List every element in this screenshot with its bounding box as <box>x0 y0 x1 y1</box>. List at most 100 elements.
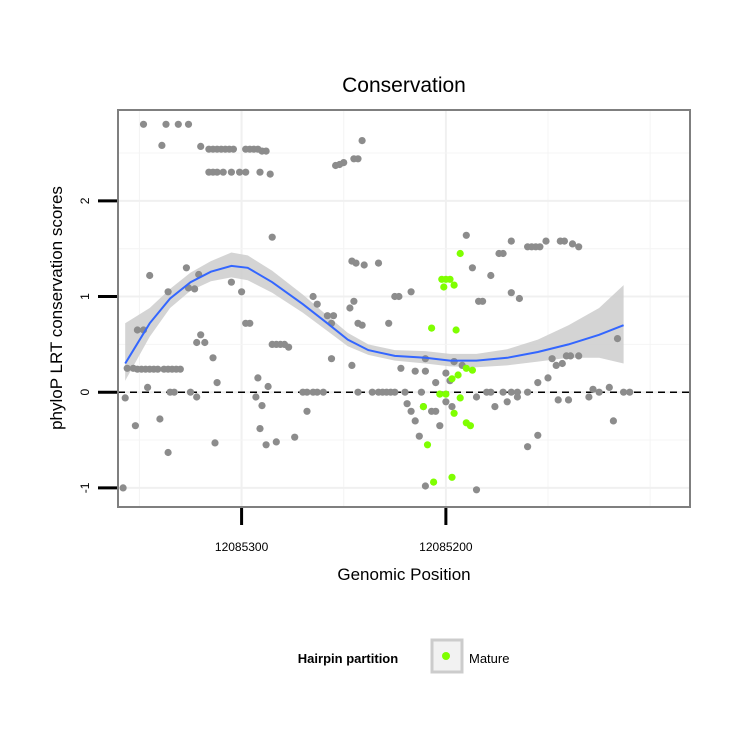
data-point <box>397 364 405 372</box>
data-point <box>503 398 511 406</box>
data-point <box>411 367 419 375</box>
data-point <box>354 388 362 396</box>
data-point <box>236 168 244 176</box>
data-point <box>193 393 201 401</box>
data-point <box>323 312 331 320</box>
data-point <box>544 374 552 382</box>
data-point <box>219 168 227 176</box>
data-point <box>258 402 266 410</box>
data-point <box>513 393 522 401</box>
data-point <box>391 388 399 396</box>
data-point <box>213 168 221 176</box>
data-point <box>442 369 450 377</box>
data-point <box>605 383 613 391</box>
data-point <box>507 237 515 245</box>
data-point <box>211 439 219 447</box>
data-point <box>309 292 317 301</box>
mature-point <box>456 249 464 258</box>
data-point <box>421 367 429 375</box>
data-point <box>575 243 583 251</box>
data-point <box>374 259 383 267</box>
mature-point <box>428 324 436 332</box>
data-point <box>123 364 131 372</box>
data-point <box>411 417 419 425</box>
data-point <box>174 120 182 128</box>
data-point <box>201 338 209 347</box>
data-point <box>238 288 246 296</box>
data-point <box>554 396 562 404</box>
data-point <box>499 249 507 258</box>
mature-point <box>446 275 454 283</box>
data-point <box>176 365 184 373</box>
x-axis: 12085300 12085200 <box>215 508 473 554</box>
data-point <box>144 383 152 391</box>
data-point <box>139 120 148 128</box>
data-point <box>595 388 603 396</box>
plot-border <box>117 109 691 508</box>
data-point <box>182 264 190 272</box>
data-point <box>415 432 423 440</box>
data-point <box>246 319 254 327</box>
data-point <box>313 388 321 396</box>
confidence-band-area <box>125 252 624 381</box>
data-point <box>262 147 270 155</box>
data-point <box>436 422 444 430</box>
y-tick-label: -1 <box>78 482 92 493</box>
data-point <box>146 271 154 280</box>
data-point <box>209 354 217 362</box>
data-point <box>254 374 262 382</box>
mature-point <box>450 409 458 417</box>
data-point <box>348 361 356 369</box>
data-point <box>360 261 368 269</box>
loess-smooth-line <box>124 264 624 365</box>
data-point <box>585 393 593 401</box>
mature-point <box>448 473 456 481</box>
data-point <box>252 393 260 401</box>
data-points <box>119 120 634 494</box>
data-point <box>272 438 280 446</box>
data-point <box>507 388 515 396</box>
y-tick-label: 0 <box>78 389 92 396</box>
mature-point <box>454 371 462 379</box>
data-point <box>421 482 429 490</box>
data-point <box>407 407 415 415</box>
data-point <box>119 484 127 492</box>
data-point <box>566 352 575 360</box>
legend-key <box>430 638 464 674</box>
mature-point <box>456 394 464 402</box>
legend: Hairpin partition Mature <box>298 638 509 674</box>
data-point <box>186 388 195 396</box>
data-point <box>548 355 556 363</box>
data-point <box>170 388 178 396</box>
data-point <box>432 379 440 387</box>
data-point <box>154 365 162 373</box>
data-point <box>131 422 139 430</box>
data-point <box>417 388 425 396</box>
data-point <box>560 237 569 245</box>
chart-title: Conservation <box>342 74 466 97</box>
y-axis: -1 0 1 2 <box>78 197 117 493</box>
data-point <box>133 326 141 334</box>
data-point <box>229 145 237 153</box>
data-point <box>575 352 583 360</box>
data-point <box>285 343 293 351</box>
data-point <box>303 388 311 396</box>
data-point <box>468 264 476 272</box>
data-point <box>534 379 542 387</box>
data-point <box>164 288 172 296</box>
data-point <box>327 355 336 363</box>
data-point <box>197 331 205 339</box>
data-point <box>162 120 170 128</box>
data-point <box>156 415 164 423</box>
data-point <box>227 168 235 176</box>
data-point <box>472 486 481 494</box>
data-point <box>262 441 270 449</box>
data-point <box>242 168 250 176</box>
data-point <box>197 142 205 150</box>
data-point <box>552 361 560 369</box>
data-point <box>358 137 366 145</box>
data-point <box>558 359 566 368</box>
data-point <box>121 394 129 402</box>
data-point <box>256 425 264 433</box>
